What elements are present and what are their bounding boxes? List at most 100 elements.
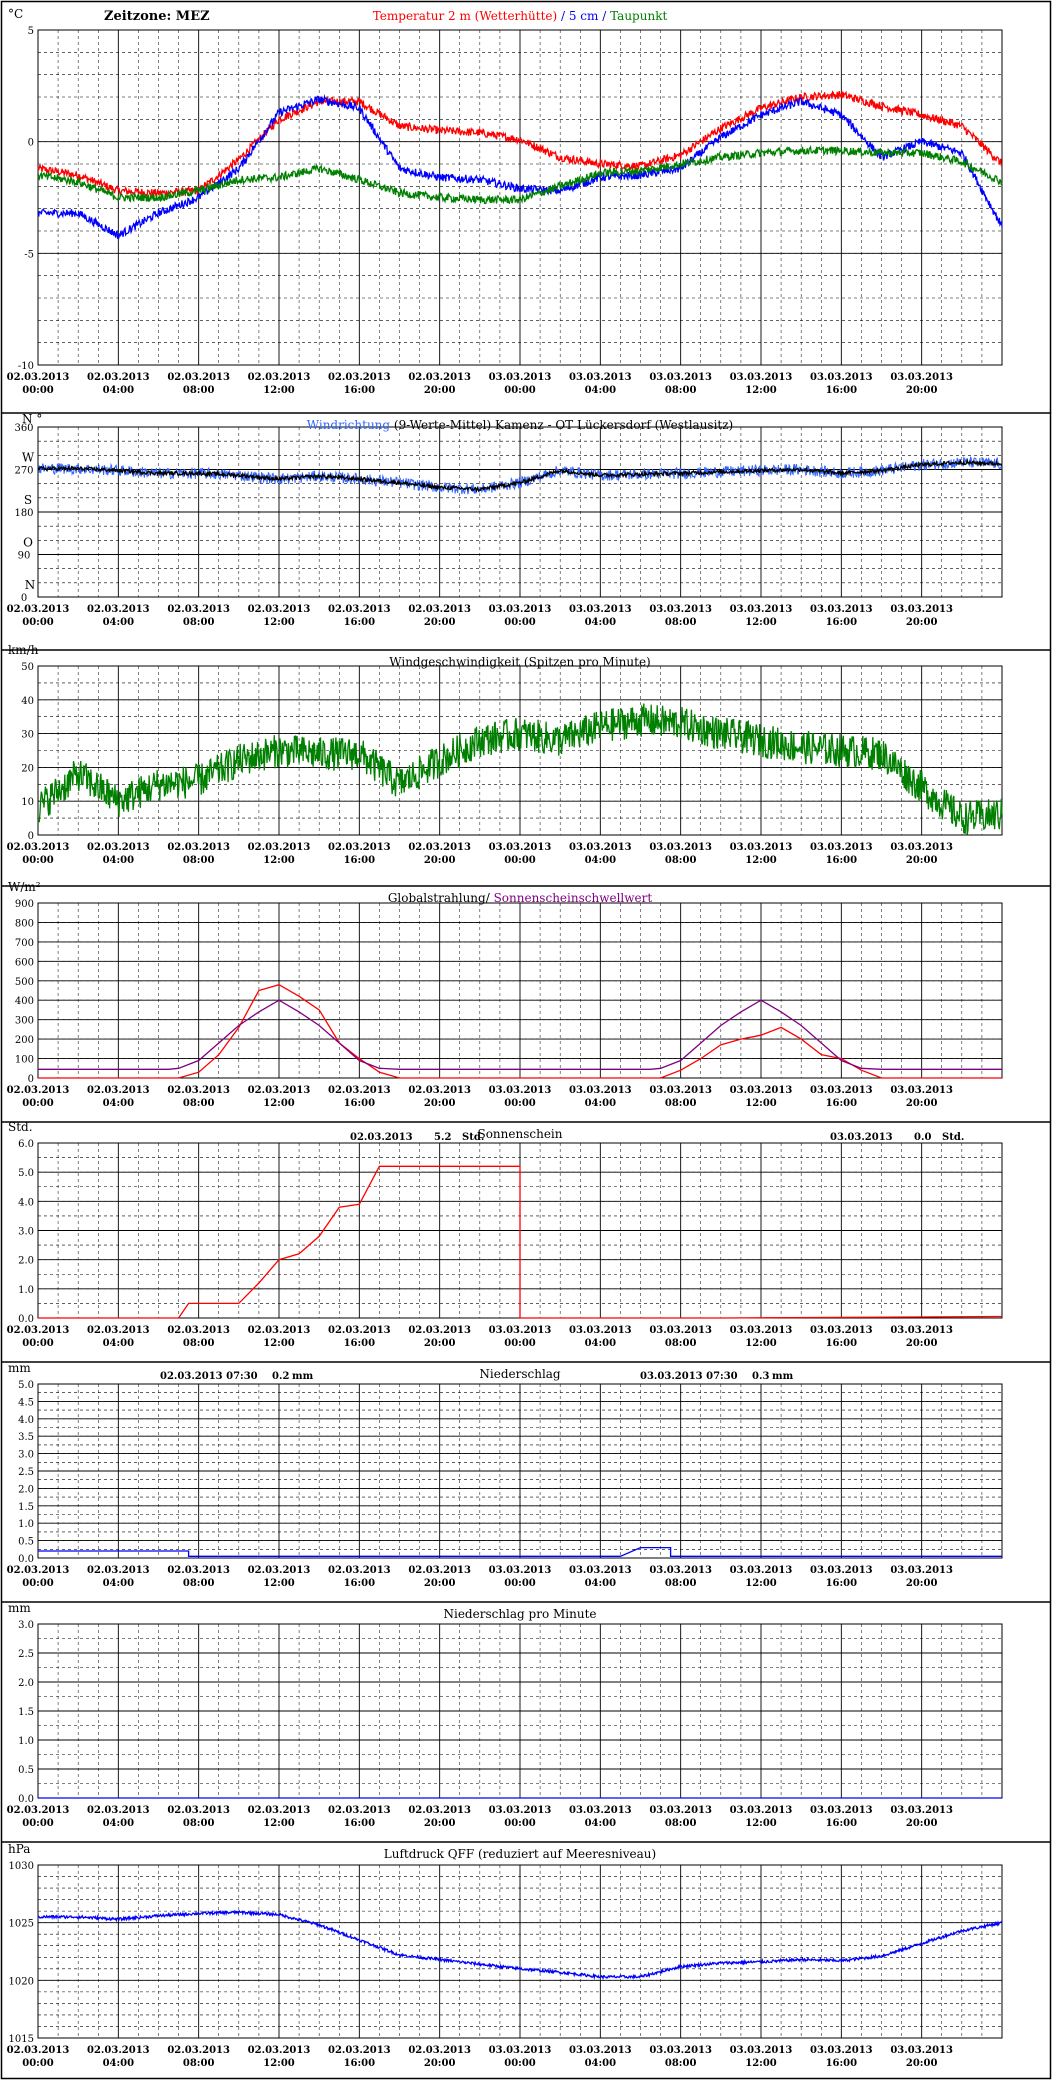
x-tick-date: 03.03.2013	[569, 1805, 632, 1816]
x-tick-time: 04:00	[103, 855, 135, 866]
x-tick-time: 08:00	[183, 2058, 215, 2069]
x-tick-date: 02.03.2013	[248, 1085, 311, 1096]
title-part: Niederschlag pro Minute	[443, 1607, 596, 1621]
summary-unit: mm	[292, 1371, 314, 1382]
y-tick-label: 0.5	[18, 1765, 34, 1776]
panel-precipmin: 3.0 2.5 2.0 1.5 1.0 0.5 0.0 mm Niederschlag pro …	[1, 1601, 1051, 1829]
x-tick-time: 04:00	[103, 1578, 135, 1589]
x-axis-labels: 02.03.2013 00:00 02.03.2013 04:00 02.03.2013…	[7, 604, 953, 628]
y-tick-label: 40	[21, 696, 34, 707]
y-tick-label: -5	[24, 249, 34, 260]
summary-unit: Std.	[462, 1132, 484, 1143]
y-unit-label: hPa	[8, 1842, 30, 1856]
y-axis-labels: 50 40 30 20 10 0 km/h	[8, 643, 39, 842]
x-tick-time: 20:00	[424, 1338, 456, 1349]
y-tick-label: 30	[21, 730, 34, 741]
y-tick-label: 3.0	[18, 1450, 34, 1461]
x-tick-date: 03.03.2013	[810, 1565, 873, 1576]
x-tick-date: 03.03.2013	[890, 1565, 953, 1576]
x-tick-date: 02.03.2013	[7, 2045, 70, 2056]
chart-title: Temperatur 2 m (Wetterhütte) / 5 cm / Ta…	[373, 9, 668, 23]
y-tick-label: 300	[15, 1016, 34, 1027]
x-tick-time: 04:00	[585, 1578, 617, 1589]
x-tick-time: 16:00	[344, 855, 376, 866]
y-unit-label: Std.	[8, 1120, 33, 1134]
x-tick-time: 00:00	[22, 617, 54, 628]
x-tick-time: 16:00	[826, 1578, 858, 1589]
y-tick-label: 5.0	[18, 1168, 34, 1179]
y-tick-label: 0	[28, 138, 34, 149]
y-tick-label: 700	[15, 938, 34, 949]
x-tick-date: 03.03.2013	[649, 2045, 712, 2056]
y-tick-label: 2.5	[18, 1467, 34, 1478]
y-tick-label: 10	[21, 797, 34, 808]
x-tick-time: 08:00	[183, 1818, 215, 1829]
x-tick-time: 16:00	[826, 2058, 858, 2069]
summary-value: 0.0	[914, 1132, 931, 1143]
x-tick-date: 03.03.2013	[810, 1085, 873, 1096]
x-axis-labels: 02.03.2013 00:00 02.03.2013 04:00 02.03.2013…	[7, 842, 953, 866]
y-tick-label: 270	[14, 466, 33, 477]
y-unit-label: mm	[8, 1601, 31, 1615]
x-axis-labels: 02.03.2013 00:00 02.03.2013 04:00 02.03.2013…	[7, 1565, 953, 1589]
y-tick-label: 4.0	[18, 1197, 34, 1208]
x-tick-time: 12:00	[745, 617, 777, 628]
y-tick-label: 1.0	[18, 1285, 34, 1296]
x-tick-date: 03.03.2013	[489, 1805, 552, 1816]
y-tick-label: 3.0	[18, 1620, 34, 1631]
y-tick-label: 180	[14, 508, 33, 519]
x-tick-date: 02.03.2013	[167, 604, 230, 615]
x-tick-time: 00:00	[504, 855, 536, 866]
x-tick-date: 02.03.2013	[7, 1085, 70, 1096]
x-tick-date: 02.03.2013	[87, 1085, 150, 1096]
x-tick-time: 00:00	[22, 1338, 54, 1349]
y-tick-label: 0.0	[18, 1554, 34, 1565]
chart-title: Sonnenschein	[477, 1127, 562, 1141]
x-tick-date: 02.03.2013	[87, 1325, 150, 1336]
x-tick-date: 03.03.2013	[569, 372, 632, 383]
x-tick-time: 16:00	[826, 385, 858, 396]
y-axis-labels: 900 800 700 600 500 400 300 200 100 0 W/m²	[8, 880, 41, 1085]
x-tick-time: 08:00	[183, 617, 215, 628]
y-tick-label: 3.0	[18, 1227, 34, 1238]
y-tick-label: -10	[18, 361, 34, 372]
x-tick-date: 02.03.2013	[167, 842, 230, 853]
x-tick-date: 02.03.2013	[328, 2045, 391, 2056]
title-part: /	[598, 9, 610, 23]
y-tick-label: 400	[15, 996, 34, 1007]
summary-value: 0.3	[752, 1371, 769, 1382]
y-tick-label: 0	[28, 1074, 34, 1085]
y-tick-label: 200	[15, 1035, 34, 1046]
title-part: (9-Werte-Mittel)	[390, 418, 491, 432]
x-tick-date: 03.03.2013	[810, 1325, 873, 1336]
x-tick-time: 04:00	[103, 1338, 135, 1349]
x-tick-time: 16:00	[344, 1578, 376, 1589]
x-tick-time: 04:00	[585, 855, 617, 866]
x-tick-date: 03.03.2013	[810, 2045, 873, 2056]
panel-windspeed: 50 40 30 20 10 0 km/h Windgeschwindigkeit (Spit…	[1, 643, 1051, 866]
x-tick-time: 08:00	[183, 385, 215, 396]
x-tick-time: 08:00	[665, 1098, 697, 1109]
x-tick-date: 03.03.2013	[890, 1085, 953, 1096]
x-tick-date: 02.03.2013	[248, 1325, 311, 1336]
x-tick-date: 02.03.2013	[7, 372, 70, 383]
x-tick-time: 04:00	[103, 385, 135, 396]
x-tick-date: 02.03.2013	[7, 1565, 70, 1576]
x-tick-date: 02.03.2013	[87, 842, 150, 853]
x-tick-date: 03.03.2013	[730, 842, 793, 853]
x-tick-time: 04:00	[585, 1818, 617, 1829]
chart-title: Luftdruck QFF (reduziert auf Meeresnivea…	[384, 1847, 656, 1861]
x-tick-date: 03.03.2013	[489, 1565, 552, 1576]
x-tick-time: 04:00	[103, 617, 135, 628]
x-tick-date: 02.03.2013	[87, 1565, 150, 1576]
x-tick-time: 12:00	[263, 1098, 295, 1109]
x-tick-time: 12:00	[745, 2058, 777, 2069]
x-tick-time: 00:00	[22, 855, 54, 866]
compass-label: S	[24, 493, 32, 507]
x-tick-time: 04:00	[585, 617, 617, 628]
x-tick-date: 02.03.2013	[328, 1325, 391, 1336]
x-tick-date: 03.03.2013	[730, 1085, 793, 1096]
x-tick-date: 02.03.2013	[328, 372, 391, 383]
y-axis-labels: 3.0 2.5 2.0 1.5 1.0 0.5 0.0 mm	[8, 1601, 34, 1805]
